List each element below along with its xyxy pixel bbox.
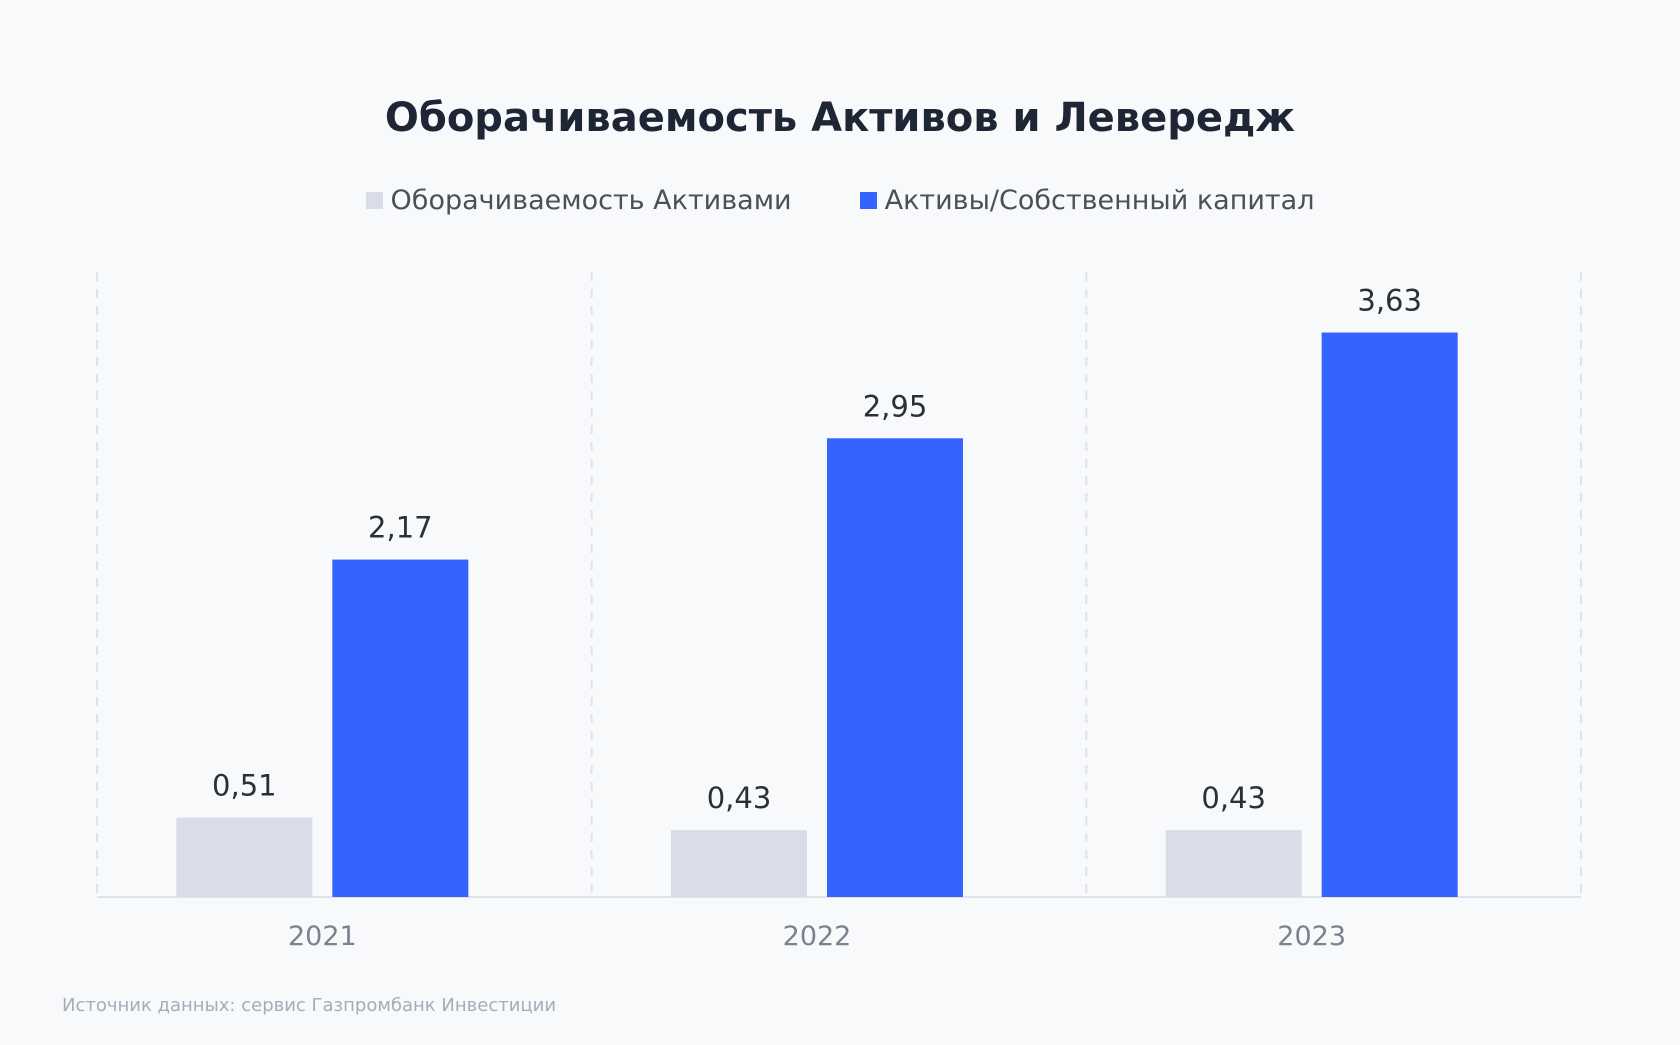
data-label-asset-turnover-2022: 0,43 — [707, 781, 772, 815]
data-label-asset-turnover-2023: 0,43 — [1201, 781, 1266, 815]
legend-swatch-assets-equity — [859, 192, 877, 209]
legend-label-assets-equity: Активы/Собственный капитал — [884, 185, 1315, 216]
data-label-assets-equity-2021: 2,17 — [368, 511, 433, 545]
bar-asset-turnover-2021 — [176, 817, 313, 897]
legend-item-asset-turnover: Оборачиваемость Активами — [365, 185, 792, 216]
bar-assets-equity-2021 — [332, 559, 469, 897]
bar-asset-turnover-2023 — [1165, 830, 1302, 897]
x-tick-label-2021: 2021 — [288, 921, 357, 952]
chart-title: Оборачиваемость Активов и Левередж — [384, 95, 1296, 141]
legend: Оборачиваемость Активами Активы/Собствен… — [0, 185, 1680, 216]
legend-swatch-asset-turnover — [365, 192, 383, 209]
x-tick-label-2023: 2023 — [1277, 921, 1346, 952]
bar-asset-turnover-2022 — [671, 830, 807, 897]
legend-item-assets-equity: Активы/Собственный капитал — [859, 185, 1315, 216]
data-label-asset-turnover-2021: 0,51 — [212, 769, 277, 803]
data-label-assets-equity-2023: 3,63 — [1357, 284, 1422, 318]
bar-assets-equity-2022 — [827, 438, 963, 897]
bar-assets-equity-2023 — [1321, 332, 1458, 897]
source-note: Источник данных: сервис Газпромбанк Инве… — [62, 995, 557, 1016]
data-label-assets-equity-2022: 2,95 — [863, 389, 928, 423]
x-tick-label-2022: 2022 — [783, 921, 852, 952]
legend-label-asset-turnover: Оборачиваемость Активами — [390, 185, 792, 216]
